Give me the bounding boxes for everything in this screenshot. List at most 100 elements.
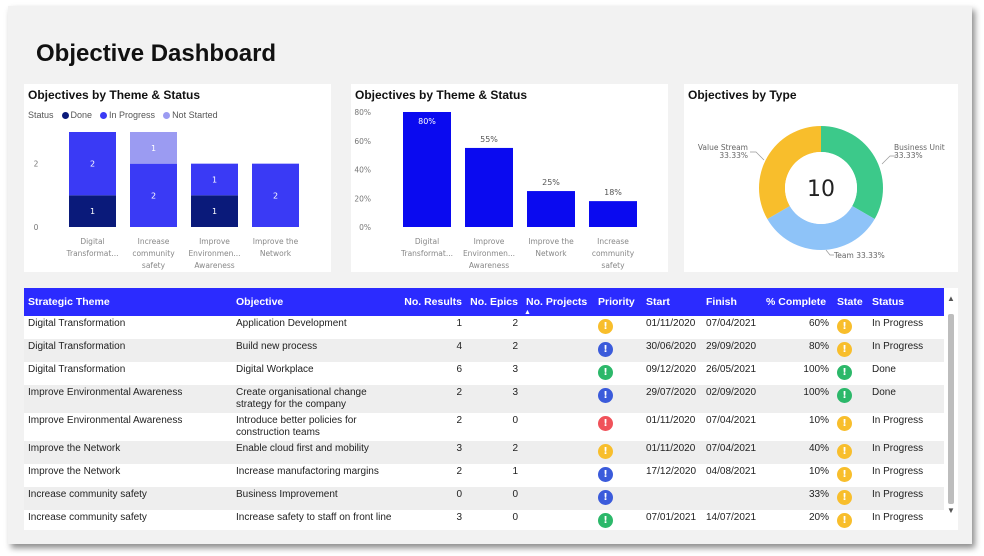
legend-item-in-progress[interactable]: In Progress [100, 110, 155, 120]
start-date-cell: 17/12/2020 [646, 466, 697, 477]
bar-segment-in-progress[interactable] [191, 163, 238, 196]
start-date-cell: 01/11/2020 [646, 443, 696, 454]
finish-date-cell: 02/09/2020 [706, 387, 757, 398]
legend-title: Status [28, 110, 54, 120]
scroll-up-icon[interactable]: ▲ [947, 294, 955, 303]
column-header-no-projects[interactable]: No. Projects ▲ [522, 288, 594, 316]
projects-cell [522, 385, 594, 413]
bar-data-label: 55% [480, 135, 498, 144]
slice-name-label: Business Unit [894, 143, 945, 152]
epics-cell: 1 [512, 466, 518, 477]
bar-data-label: 1 [212, 207, 217, 216]
start-date-cell: 01/11/2020 [646, 318, 696, 329]
column-header-objective[interactable]: Objective [236, 296, 284, 308]
table-row[interactable]: Digital Transformation Application Develo… [24, 316, 944, 339]
epics-cell: 0 [512, 512, 518, 523]
projects-cell [522, 339, 594, 362]
objective-cell: Enable cloud first and mobility [236, 443, 369, 454]
y-tick-label: 40% [354, 166, 371, 175]
x-category-label: Awareness [194, 261, 234, 270]
column-header-strategic-theme[interactable]: Strategic Theme [28, 296, 110, 308]
scroll-thumb[interactable] [948, 314, 954, 504]
epics-cell: 2 [512, 443, 518, 454]
status-cell: In Progress [872, 443, 924, 454]
column-header-state[interactable]: State [837, 296, 863, 308]
donut-hole [785, 152, 857, 224]
state-indicator-icon: ! [837, 444, 852, 459]
bar-segment-in-progress[interactable] [252, 163, 299, 227]
table-scrollbar[interactable]: ▲ ▼ [944, 288, 958, 530]
column-header-no-results[interactable]: No. Results [404, 296, 462, 308]
leader-line [881, 155, 896, 165]
priority-cell: ! [594, 441, 642, 464]
objective-cell: Create organisational change strategy fo… [236, 387, 367, 410]
table-row[interactable]: Digital Transformation Digital Workplace 6… [24, 362, 944, 385]
bar[interactable] [465, 147, 513, 227]
x-category-label: community [592, 249, 635, 258]
bar-segment-in-progress[interactable] [130, 163, 177, 227]
start-date-cell: 30/06/2020 [646, 341, 697, 352]
slice-value-label: 33.33% [894, 151, 923, 160]
x-category-label: community [132, 249, 175, 258]
donut-slice-business-unit[interactable] [821, 126, 883, 219]
state-indicator-icon: ! [837, 467, 852, 482]
priority-indicator-icon: ! [598, 388, 613, 403]
bar-segment-done[interactable] [191, 195, 238, 227]
column-header-start[interactable]: Start [646, 296, 670, 308]
table-row[interactable]: Increase community safety Business Improv… [24, 487, 944, 510]
bar[interactable] [403, 112, 451, 227]
legend-item-not-started[interactable]: Not Started [163, 110, 218, 120]
objectives-table-card[interactable]: Strategic Theme Objective No. Results No… [24, 288, 958, 530]
bar[interactable] [527, 191, 575, 227]
donut-slice-team[interactable] [767, 206, 875, 250]
x-category-label: Improve [199, 237, 230, 246]
state-cell: ! [833, 464, 868, 487]
strategic-theme-cell: Increase community safety [28, 512, 147, 523]
donut-card[interactable]: Objectives by Type 10 Business Unit 33.33%… [684, 84, 958, 272]
stacked-bar-card[interactable]: Objectives by Theme & Status Status Done… [24, 84, 331, 272]
donut-slice-value-stream[interactable] [759, 126, 821, 219]
objective-cell: Introduce better policies for constructi… [236, 415, 357, 438]
legend-item-done[interactable]: Done [61, 110, 92, 120]
column-header-finish[interactable]: Finish [706, 296, 737, 308]
results-cell: 3 [456, 443, 462, 454]
x-category-label: Improve the [528, 237, 574, 246]
table-row[interactable]: Improve the Network Enable cloud first an… [24, 441, 944, 464]
percent-bar-card[interactable]: Objectives by Theme & Status 0% 20% 40% 60%… [351, 84, 668, 272]
complete-cell: 60% [808, 318, 829, 329]
table-row[interactable]: Increase community safety Increase safety… [24, 510, 944, 530]
finish-date-cell: 07/04/2021 [706, 415, 757, 426]
finish-date-cell: 07/04/2021 [706, 443, 757, 454]
strategic-theme-cell: Digital Transformation [28, 364, 126, 375]
projects-cell [522, 316, 594, 339]
column-header-status[interactable]: Status [872, 296, 905, 308]
table-row[interactable]: Improve Environmental Awareness Introduce… [24, 413, 944, 441]
bar-segment-not-started[interactable] [130, 132, 177, 164]
bar-segment-done[interactable] [69, 195, 116, 227]
complete-cell: 40% [808, 443, 829, 454]
x-category-label: Network [260, 249, 292, 258]
bar-segment-in-progress[interactable] [69, 132, 116, 196]
objective-cell: Business Improvement [236, 489, 338, 500]
complete-cell: 10% [808, 415, 829, 426]
results-cell: 2 [456, 387, 462, 398]
table-row[interactable]: Improve Environmental Awareness Create or… [24, 385, 944, 413]
column-header-priority[interactable]: Priority [598, 296, 635, 308]
column-header-complete[interactable]: % Complete [766, 296, 827, 308]
start-date-cell: 29/07/2020 [646, 387, 697, 398]
stacked-bar-chart: 0 2 1 2 Digital Transformat... 2 1 Increase commu… [34, 132, 299, 270]
column-header-no-epics[interactable]: No. Epics [470, 296, 518, 308]
bar-data-label: 18% [604, 188, 622, 197]
strategic-theme-cell: Improve the Network [28, 466, 121, 477]
scroll-down-icon[interactable]: ▼ [947, 506, 955, 515]
strategic-theme-cell: Improve Environmental Awareness [28, 415, 183, 426]
table-row[interactable]: Digital Transformation Build new process 4… [24, 339, 944, 362]
results-cell: 4 [456, 341, 462, 352]
results-cell: 2 [456, 415, 462, 426]
table-row[interactable]: Improve the Network Increase manufactorin… [24, 464, 944, 487]
bar[interactable] [589, 201, 637, 227]
state-indicator-icon: ! [837, 416, 852, 431]
finish-date-cell: 26/05/2021 [706, 364, 757, 375]
strategic-theme-cell: Improve the Network [28, 443, 121, 454]
